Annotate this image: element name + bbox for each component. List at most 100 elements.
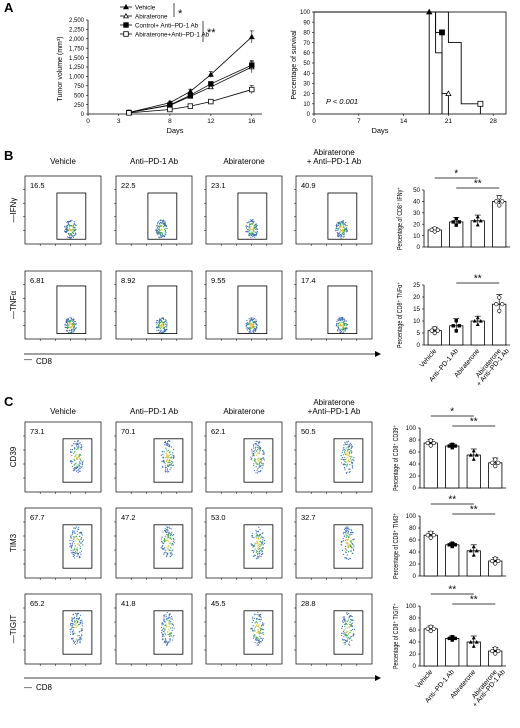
flow-event bbox=[70, 535, 72, 537]
flow-event bbox=[345, 231, 347, 233]
flow-event bbox=[339, 322, 341, 324]
flow-event bbox=[255, 621, 257, 623]
flow-event bbox=[161, 635, 164, 637]
flow-event bbox=[257, 448, 259, 451]
flow-event bbox=[259, 449, 261, 451]
y-tick-label: 1,500 bbox=[69, 56, 85, 62]
flow-event bbox=[69, 316, 71, 319]
flow-event bbox=[348, 536, 350, 538]
legend-marker bbox=[123, 3, 129, 10]
y-tick-label: 1,250 bbox=[69, 65, 85, 71]
flow-event bbox=[251, 452, 253, 454]
flow-event bbox=[162, 322, 164, 325]
flow-event bbox=[344, 527, 346, 530]
flow-event bbox=[169, 527, 171, 529]
flow-event bbox=[164, 529, 166, 532]
flow-event bbox=[157, 230, 159, 232]
flow-event bbox=[351, 639, 353, 641]
flow-event bbox=[73, 532, 75, 534]
flow-event bbox=[346, 614, 348, 616]
flow-event bbox=[158, 233, 160, 235]
gate-box bbox=[62, 610, 93, 655]
flow-event bbox=[171, 544, 173, 546]
flow-event bbox=[170, 623, 172, 625]
flow-event bbox=[164, 527, 166, 530]
flow-event bbox=[75, 224, 77, 226]
column-header: Anti–PD-1 Ab bbox=[130, 407, 179, 416]
flow-event bbox=[160, 454, 162, 456]
flow-event bbox=[170, 463, 172, 466]
flow-event bbox=[339, 226, 341, 228]
flow-event bbox=[165, 468, 167, 470]
flow-event bbox=[82, 544, 84, 546]
flow-event bbox=[344, 557, 346, 559]
flow-event bbox=[78, 470, 80, 472]
flow-event bbox=[69, 633, 72, 636]
flow-event bbox=[76, 533, 78, 535]
flow-event bbox=[353, 459, 355, 461]
flow-event bbox=[257, 644, 259, 646]
flow-event bbox=[254, 634, 256, 636]
gate-percentage: 70.1 bbox=[121, 427, 136, 436]
flow-event bbox=[79, 447, 82, 449]
flow-event bbox=[167, 456, 170, 458]
flow-event bbox=[79, 621, 81, 624]
flow-event bbox=[347, 543, 349, 545]
flow-event bbox=[169, 627, 172, 629]
flow-event bbox=[72, 637, 74, 639]
flow-event bbox=[250, 327, 252, 329]
y-tick-label: 0 bbox=[417, 342, 421, 349]
flow-event bbox=[66, 227, 68, 229]
flow-event bbox=[74, 468, 76, 470]
flow-event bbox=[79, 458, 81, 460]
flow-event bbox=[252, 625, 254, 627]
flow-event bbox=[81, 621, 83, 623]
flow-event bbox=[251, 319, 253, 322]
flow-event bbox=[164, 621, 166, 623]
data-point bbox=[493, 556, 498, 561]
data-point bbox=[471, 553, 476, 557]
flow-event bbox=[251, 549, 253, 552]
flow-event bbox=[253, 465, 255, 467]
flow-event bbox=[339, 235, 341, 237]
y-tick-label: 250 bbox=[74, 103, 85, 109]
flow-event bbox=[337, 234, 339, 236]
sig-star: ** bbox=[448, 495, 456, 506]
flow-event bbox=[343, 229, 346, 231]
flow-event bbox=[258, 447, 260, 449]
flow-event bbox=[73, 555, 75, 557]
flow-event bbox=[74, 544, 77, 547]
flow-event bbox=[342, 229, 344, 231]
flow-event bbox=[166, 528, 169, 530]
flow-event bbox=[340, 544, 342, 546]
y-tick-label: 0 bbox=[413, 485, 417, 492]
flow-event bbox=[74, 643, 77, 646]
flow-event bbox=[73, 321, 75, 324]
flow-event bbox=[256, 644, 258, 646]
flow-event bbox=[254, 543, 256, 545]
flow-event bbox=[342, 533, 344, 535]
flow-event bbox=[166, 444, 168, 447]
flow-event bbox=[170, 615, 173, 618]
gate-percentage: 9.55 bbox=[211, 276, 226, 285]
flow-event bbox=[165, 615, 167, 618]
flow-event bbox=[257, 468, 259, 470]
flow-event bbox=[157, 325, 160, 327]
flow-event bbox=[75, 622, 77, 625]
flow-event bbox=[257, 628, 259, 630]
flow-event bbox=[260, 629, 262, 631]
flow-event bbox=[249, 228, 251, 230]
flow-event bbox=[351, 625, 353, 627]
flow-event bbox=[65, 320, 67, 322]
flow-event bbox=[79, 640, 81, 642]
flow-event bbox=[75, 619, 78, 621]
data-point bbox=[493, 464, 498, 469]
flow-event bbox=[76, 530, 78, 532]
flow-event bbox=[344, 469, 346, 471]
flow-event bbox=[350, 546, 352, 548]
flow-event bbox=[76, 614, 78, 616]
flow-event bbox=[171, 460, 173, 462]
flow-event bbox=[257, 535, 260, 537]
flow-event bbox=[79, 551, 81, 554]
